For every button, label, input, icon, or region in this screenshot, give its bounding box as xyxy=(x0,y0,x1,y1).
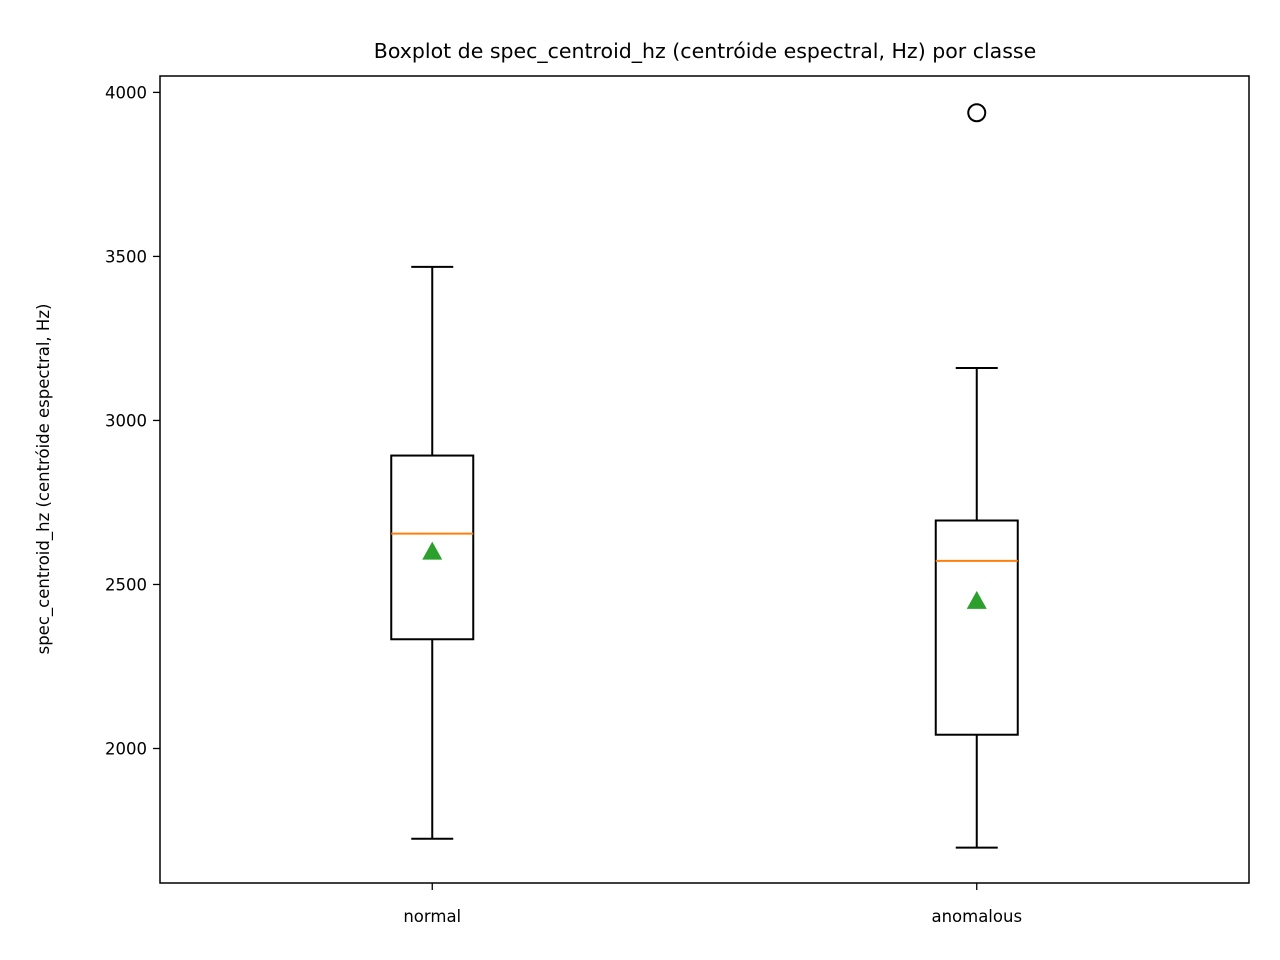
y-axis: 2000 2500 3000 3500 4000 xyxy=(105,83,160,759)
box-group xyxy=(934,103,1019,849)
mean-marker xyxy=(422,541,443,560)
interquartile-box xyxy=(390,454,475,641)
x-axis: normal anomalous xyxy=(403,883,1022,926)
boxes-layer xyxy=(390,103,1019,849)
y-tick-label: 3500 xyxy=(105,247,147,266)
chart-title: Boxplot de spec_centroid_hz (centróide e… xyxy=(374,39,1036,64)
outlier-point xyxy=(967,103,987,123)
x-tick-label: anomalous xyxy=(931,907,1022,926)
y-tick-label: 2500 xyxy=(105,575,147,594)
y-tick-label: 2000 xyxy=(105,740,147,759)
mean-marker xyxy=(966,590,987,609)
x-tick-label: normal xyxy=(403,907,461,926)
y-axis-label: spec_centroid_hz (centróide espectral, H… xyxy=(34,304,54,655)
box-group xyxy=(390,265,475,840)
interquartile-box xyxy=(934,519,1019,736)
y-tick-label: 3000 xyxy=(105,411,147,430)
plot-area-frame xyxy=(159,75,1250,884)
y-tick-label: 4000 xyxy=(105,83,147,102)
